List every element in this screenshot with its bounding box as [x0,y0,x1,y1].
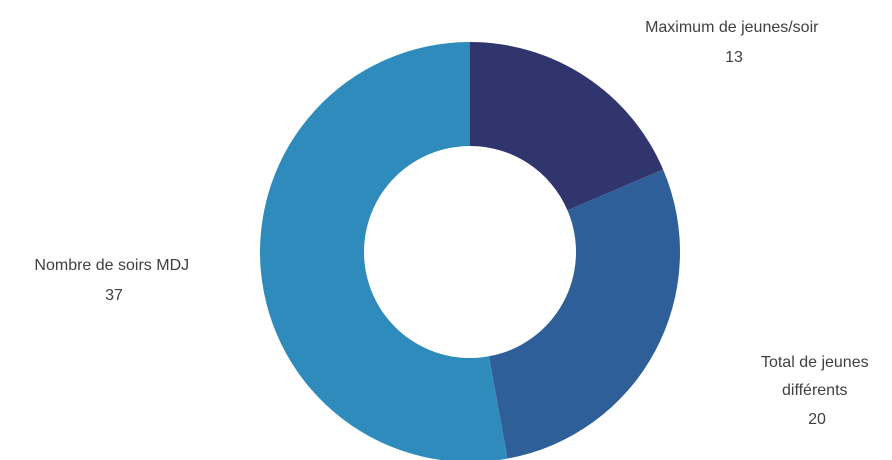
donut-slices [260,42,680,460]
donut-slice-2 [488,169,680,459]
slice-value-nombre-soirs: 37 [105,287,123,304]
slice-label-maximum-jeunes-line1: Maximum de jeunes/soir [645,19,819,36]
slice-value-maximum-jeunes: 13 [725,49,743,66]
slice-label-total-jeunes: Total de jeunes différents 20 [761,354,873,428]
donut-slice-1 [470,42,664,211]
slice-label-maximum-jeunes: Maximum de jeunes/soir 13 [645,19,823,66]
slice-label-total-jeunes-line2: différents [782,382,848,399]
slice-label-nombre-soirs-line1: Nombre de soirs MDJ [34,257,189,274]
slice-label-total-jeunes-line1: Total de jeunes [761,354,869,371]
donut-slice-3 [260,42,508,460]
slice-value-total-jeunes: 20 [808,411,826,428]
slice-label-nombre-soirs: Nombre de soirs MDJ 37 [34,257,193,304]
